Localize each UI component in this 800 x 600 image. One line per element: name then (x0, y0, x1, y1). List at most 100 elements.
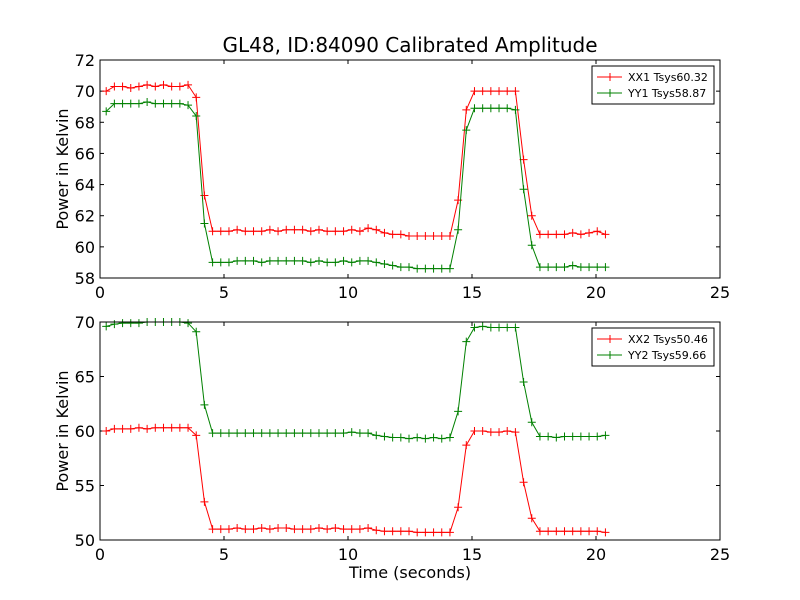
top-series-2-point (576, 263, 585, 272)
bottom-plot-panel: Power in Kelvin Time (seconds) 0 5 10 15 20 2… (53, 313, 730, 582)
bottom-series-1-point (437, 528, 446, 537)
bottom-series-2-point (585, 432, 594, 441)
top-series-1-point (331, 227, 340, 236)
top-series-1-point (527, 211, 536, 220)
bottom-series-1-point (486, 428, 495, 437)
top-series-1-point (249, 227, 258, 236)
bottom-series-2-point (527, 418, 536, 427)
bottom-series-1-point (421, 528, 430, 537)
top-series-1-point (355, 227, 364, 236)
top-series-2-point (216, 258, 225, 267)
bottom-series-1-point (601, 528, 610, 537)
bottom-series-1-point (102, 427, 111, 435)
bottom-series-2-point (601, 431, 610, 440)
top-series-1-point (535, 230, 544, 239)
top-x-tick-label: 5 (219, 283, 229, 302)
top-series-1-point (134, 82, 143, 91)
top-series-2-point (527, 241, 536, 250)
top-series-2-point (372, 258, 381, 267)
bottom-series-2-point (347, 428, 356, 437)
bottom-series-1-point (184, 423, 193, 432)
top-y-tick-label: 58 (75, 269, 95, 288)
top-series-2-point (601, 263, 610, 272)
bottom-series-1-point (274, 524, 283, 533)
top-series-2-point (110, 99, 119, 108)
top-series-1-point (216, 227, 225, 236)
bottom-series-line-2 (106, 321, 606, 440)
top-series-2-point (437, 264, 446, 273)
bottom-series-1-point (233, 524, 242, 533)
top-series-1-point (568, 228, 577, 237)
top-series-2-point (159, 99, 168, 108)
bottom-series-2-point (282, 429, 291, 438)
bottom-series-1-point (224, 525, 233, 534)
bottom-series-1-point (159, 423, 168, 432)
bottom-series-2-point (306, 429, 315, 438)
bottom-series-1-point (576, 527, 585, 536)
top-series-2-point (347, 258, 356, 267)
top-legend-box (591, 65, 715, 105)
top-series-2-point (486, 104, 495, 113)
top-series-1-point (233, 225, 242, 234)
top-series-1-point (339, 227, 348, 236)
bottom-series-1-point (355, 525, 364, 534)
bottom-series-2-point (429, 433, 438, 442)
top-series-1-point (208, 227, 217, 236)
top-series-2-point (282, 256, 291, 265)
bottom-series-1-point (110, 424, 119, 433)
top-series-2-point (544, 263, 553, 272)
chart-title: GL48, ID:84090 Calibrated Amplitude (222, 33, 597, 57)
bottom-series-1-point (143, 424, 152, 433)
top-series-2-point (274, 256, 283, 265)
top-legend-label-2: YY1 Tsys58.87 (627, 87, 706, 100)
bottom-series-1-point (265, 525, 274, 534)
top-series-1-point (143, 80, 152, 89)
bottom-series-1-point (167, 423, 176, 432)
top-y-tick-label: 72 (75, 51, 95, 70)
top-series-1-point (298, 225, 307, 234)
top-series-1-point (102, 87, 111, 96)
bottom-series-1-point (347, 525, 356, 534)
bottom-series-2-point (126, 319, 135, 328)
bottom-series-2-point (544, 432, 553, 441)
bottom-series-2-point (274, 429, 283, 438)
bottom-series-2-point (396, 433, 405, 442)
bottom-series-2-point (331, 429, 340, 438)
bottom-series-1-point (527, 514, 536, 523)
top-series-1-point (364, 224, 373, 233)
top-series-2-point (445, 264, 454, 273)
bottom-series-1-point (134, 423, 143, 432)
top-x-tick-label: 25 (710, 283, 730, 302)
top-series-1-point (601, 230, 610, 239)
bottom-series-1-point (544, 527, 553, 536)
bottom-series-1-point (306, 525, 315, 534)
bottom-plot-series (102, 318, 610, 537)
top-series-1-point (388, 230, 397, 239)
top-axis-ticks: 0 5 10 15 20 25 58 60 62 64 66 68 70 72 (75, 51, 731, 302)
top-series-2-point (462, 126, 471, 135)
top-series-2-point (339, 256, 348, 265)
top-series-2-point (257, 258, 266, 267)
bottom-series-2-point (290, 429, 299, 438)
top-series-2-point (167, 99, 176, 108)
bottom-series-2-point (478, 322, 487, 331)
bottom-series-2-point (503, 323, 512, 332)
bottom-series-1-point (535, 527, 544, 536)
top-series-2-point (118, 99, 127, 108)
bottom-x-tick-label: 15 (462, 545, 482, 564)
top-y-axis-label: Power in Kelvin (53, 108, 72, 229)
top-series-1-point (265, 225, 274, 234)
bottom-series-1-point (364, 524, 373, 533)
bottom-series-2-point (486, 323, 495, 332)
top-series-1-point (486, 87, 495, 96)
top-series-2-point (552, 263, 561, 272)
bottom-series-2-point (454, 407, 463, 416)
bottom-x-tick-label: 25 (710, 545, 730, 564)
bottom-series-1-point (151, 423, 160, 432)
top-series-2-point (478, 104, 487, 113)
top-series-2-point (585, 263, 594, 272)
top-series-2-point (323, 258, 332, 267)
top-series-1-point (290, 225, 299, 234)
top-series-1-point (593, 227, 602, 236)
